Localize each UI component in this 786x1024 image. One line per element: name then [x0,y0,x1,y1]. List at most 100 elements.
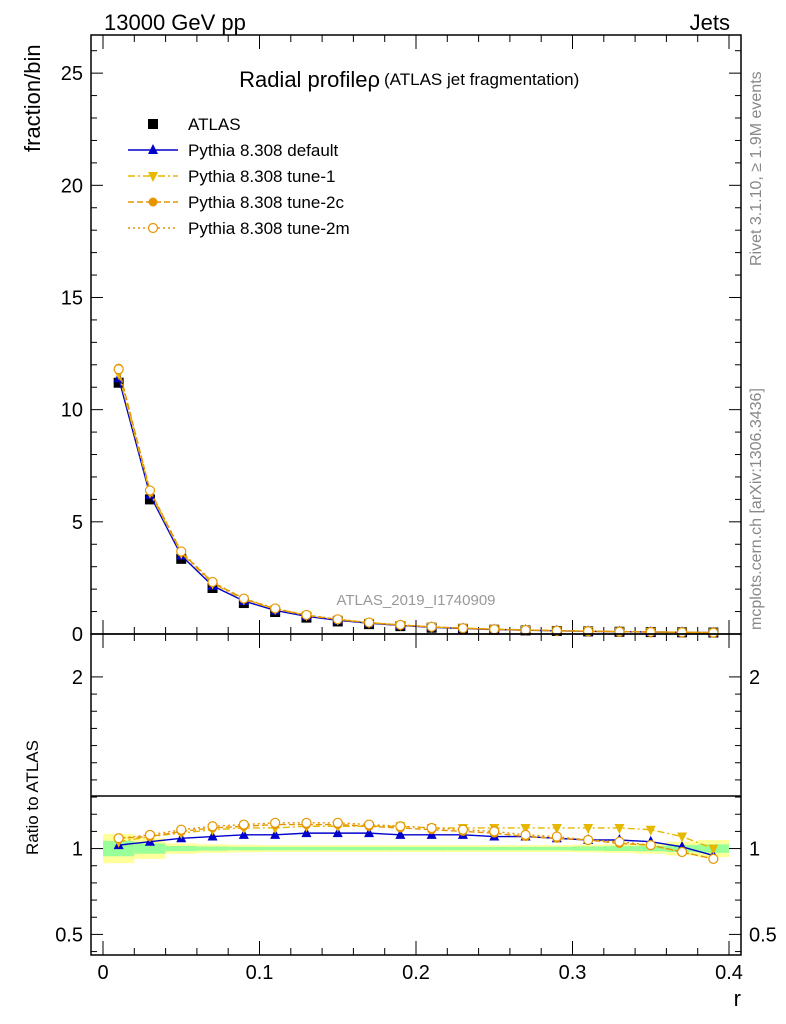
data-point [489,624,500,635]
ratio-uncertainty-bands [103,833,729,864]
y-tick-label: 20 [61,175,83,197]
data-point [363,819,375,830]
stat-uncertainty-band [290,846,323,851]
legend-item: Pythia 8.308 default [128,141,339,160]
x-tick-label: 0 [97,962,108,984]
ratio-frame [90,633,742,956]
series-pythia-8-308-tune-2m [113,817,719,864]
legend-marker [147,222,159,234]
data-point [238,819,249,830]
data-point [583,823,594,834]
data-point [238,593,249,604]
data-point [520,829,531,840]
legend-label: Pythia 8.308 tune-2c [188,193,344,212]
legend-item: Pythia 8.308 tune-2m [128,219,350,238]
x-tick-label: 0.1 [246,962,274,984]
data-point [395,828,406,839]
stat-uncertainty-band [196,846,229,851]
series-line [117,373,714,634]
legend-label: Pythia 8.308 default [188,141,339,160]
data-point [426,822,437,834]
legend-label: ATLAS [188,115,241,134]
data-point [144,494,155,505]
stat-uncertainty-band [447,846,479,851]
stat-uncertainty-band [541,846,573,851]
y-tick-label: 0.5 [55,924,83,946]
data-point [301,817,312,828]
y-tick-label: 1 [72,839,83,861]
data-point [332,614,343,625]
y-tick-label: 10 [61,400,83,422]
legend-item: Pythia 8.308 tune-1 [128,167,335,186]
legend-marker [148,172,158,182]
data-point [395,619,406,631]
data-point [113,377,124,388]
ratio-ylabel: Ratio to ATLAS [23,740,42,855]
y-tick-label: 25 [61,63,83,85]
data-point [614,836,625,847]
stat-uncertainty-band [509,846,542,851]
stat-uncertainty-band [165,845,197,852]
ratio-axis-ticks: 0.5 0.5 1 1 2 2 0 0.1 0.2 0.3 0.4 [55,634,777,984]
legend-marker [148,144,158,154]
legend-item: ATLAS [148,115,241,134]
data-point [489,826,500,837]
rivet-label: Rivet 3.1.10, ≥ 1.9M events [748,71,765,266]
data-point [520,823,531,834]
data-point [676,846,688,858]
y-tick-label: 0 [72,624,83,646]
data-point [645,840,656,851]
data-point [551,831,562,842]
data-point [708,853,719,864]
stat-uncertainty-band [416,846,448,851]
data-point [113,833,124,844]
stat-uncertainty-band [384,846,416,851]
data-point [176,824,187,835]
main-ylabel: fraction/bin [20,44,45,152]
data-point [551,823,562,834]
data-point [551,625,562,636]
data-point [708,627,719,638]
y-tick-label-right: 0.5 [749,924,777,946]
series-line [118,832,714,857]
stat-uncertainty-band [322,846,354,851]
stat-uncertainty-band [259,846,291,851]
main-watermark: ATLAS_2019_I1740909 [336,592,495,609]
data-point [332,817,343,828]
data-point [207,576,218,588]
energy-label: 13000 GeV pp [104,10,246,35]
series-line [117,369,714,634]
main-title: Radial profileρ [239,67,380,92]
data-point [144,829,156,840]
y-tick-label-right: 2 [749,667,760,689]
legend-label: Pythia 8.308 tune-2m [188,219,350,238]
data-point [301,609,312,621]
mcplots-label: mcplots.cern.ch [arXiv:1306.3436] [748,388,765,630]
data-point [270,817,281,828]
data-point [457,623,469,634]
series-line [118,825,714,850]
stat-uncertainty-band [353,846,385,851]
data-point [363,617,375,628]
x-tick-label: 0.3 [559,962,587,984]
series-line [117,367,714,634]
stat-uncertainty-band [572,846,604,851]
data-point [176,546,187,557]
ratio-panel: 0.5 0.5 1 1 2 2 0 0.1 0.2 0.3 0.4 Ratio to ATLAS r [23,633,777,1011]
y-tick-label: 2 [72,667,83,689]
data-point [426,621,437,632]
data-point [207,821,218,832]
data-point [270,603,281,614]
legend-marker [148,119,158,129]
data-point [395,821,406,832]
y-tick-label-right: 1 [749,839,760,861]
data-point [144,485,156,496]
data-point [520,624,531,636]
main-panel: 0 5 10 15 20 25 Radial profileρ (ATLAS jet fr… [20,34,742,646]
legend-marker [148,197,158,207]
ratio-series-group [113,817,719,864]
stat-uncertainty-band [134,843,166,854]
data-point [457,824,469,835]
legend-item: Pythia 8.308 tune-2c [128,193,344,212]
